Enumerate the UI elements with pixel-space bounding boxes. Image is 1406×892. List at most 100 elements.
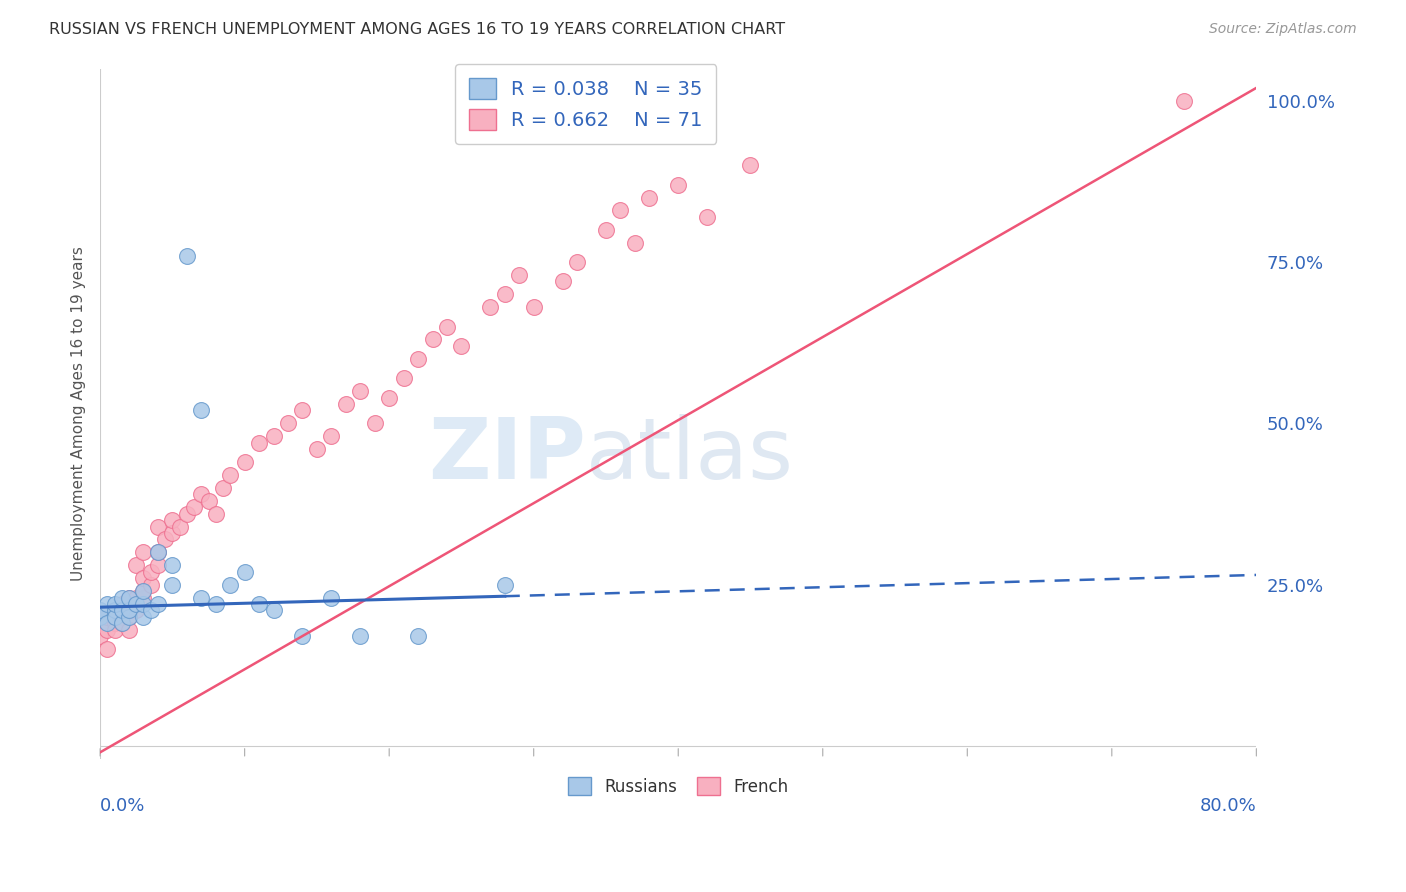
Point <box>197 493 219 508</box>
Point <box>96 616 118 631</box>
Point <box>96 597 118 611</box>
Point <box>212 481 235 495</box>
Point <box>523 300 546 314</box>
Point <box>335 397 357 411</box>
Point <box>146 545 169 559</box>
Point <box>132 610 155 624</box>
Point <box>696 210 718 224</box>
Point <box>111 616 134 631</box>
Point <box>392 371 415 385</box>
Point <box>162 513 184 527</box>
Point <box>125 597 148 611</box>
Point <box>132 584 155 599</box>
Point <box>378 391 401 405</box>
Text: atlas: atlas <box>586 414 794 497</box>
Point <box>111 591 134 605</box>
Point <box>263 603 285 617</box>
Point <box>233 455 256 469</box>
Point <box>233 565 256 579</box>
Point <box>666 178 689 192</box>
Point <box>111 603 134 617</box>
Point <box>103 597 125 611</box>
Point <box>96 642 118 657</box>
Point <box>118 610 141 624</box>
Point <box>111 616 134 631</box>
Point <box>609 203 631 218</box>
Point <box>103 603 125 617</box>
Point <box>132 591 155 605</box>
Point <box>305 442 328 457</box>
Text: Source: ZipAtlas.com: Source: ZipAtlas.com <box>1209 22 1357 37</box>
Y-axis label: Unemployment Among Ages 16 to 19 years: Unemployment Among Ages 16 to 19 years <box>72 246 86 581</box>
Point <box>183 500 205 515</box>
Point <box>204 507 226 521</box>
Point <box>406 629 429 643</box>
Point <box>89 603 111 617</box>
Point <box>89 616 111 631</box>
Point <box>153 533 176 547</box>
Point <box>349 384 371 398</box>
Point <box>740 158 762 172</box>
Point <box>132 584 155 599</box>
Point <box>118 623 141 637</box>
Point <box>406 351 429 366</box>
Point <box>162 577 184 591</box>
Point <box>1173 94 1195 108</box>
Point <box>247 435 270 450</box>
Point <box>190 487 212 501</box>
Point <box>146 558 169 573</box>
Point <box>118 603 141 617</box>
Point <box>89 629 111 643</box>
Point <box>103 616 125 631</box>
Point <box>190 591 212 605</box>
Point <box>118 603 141 617</box>
Point <box>291 629 314 643</box>
Point <box>162 558 184 573</box>
Point <box>349 629 371 643</box>
Point <box>118 591 141 605</box>
Point <box>103 623 125 637</box>
Point <box>125 591 148 605</box>
Point <box>132 571 155 585</box>
Point <box>595 223 617 237</box>
Point <box>146 519 169 533</box>
Point <box>494 577 516 591</box>
Point <box>132 597 155 611</box>
Point <box>321 429 343 443</box>
Point <box>125 603 148 617</box>
Point <box>89 610 111 624</box>
Text: RUSSIAN VS FRENCH UNEMPLOYMENT AMONG AGES 16 TO 19 YEARS CORRELATION CHART: RUSSIAN VS FRENCH UNEMPLOYMENT AMONG AGE… <box>49 22 786 37</box>
Point <box>139 577 162 591</box>
Point <box>508 268 530 282</box>
Point <box>132 545 155 559</box>
Point <box>638 190 661 204</box>
Text: 80.0%: 80.0% <box>1199 797 1257 814</box>
Point <box>125 597 148 611</box>
Point <box>103 610 125 624</box>
Point <box>162 526 184 541</box>
Text: 0.0%: 0.0% <box>100 797 145 814</box>
Point <box>190 403 212 417</box>
Point <box>118 591 141 605</box>
Point <box>247 597 270 611</box>
Point <box>146 597 169 611</box>
Point <box>219 577 242 591</box>
Point <box>219 467 242 482</box>
Point <box>176 249 198 263</box>
Legend: Russians, French: Russians, French <box>561 770 796 802</box>
Point <box>321 591 343 605</box>
Point <box>96 610 118 624</box>
Point <box>624 235 647 250</box>
Point <box>118 610 141 624</box>
Point <box>169 519 191 533</box>
Text: ZIP: ZIP <box>427 414 586 497</box>
Point <box>263 429 285 443</box>
Point <box>139 565 162 579</box>
Point <box>479 300 502 314</box>
Point <box>111 597 134 611</box>
Point <box>422 333 444 347</box>
Point <box>277 417 299 431</box>
Point <box>89 610 111 624</box>
Point <box>176 507 198 521</box>
Point <box>565 255 588 269</box>
